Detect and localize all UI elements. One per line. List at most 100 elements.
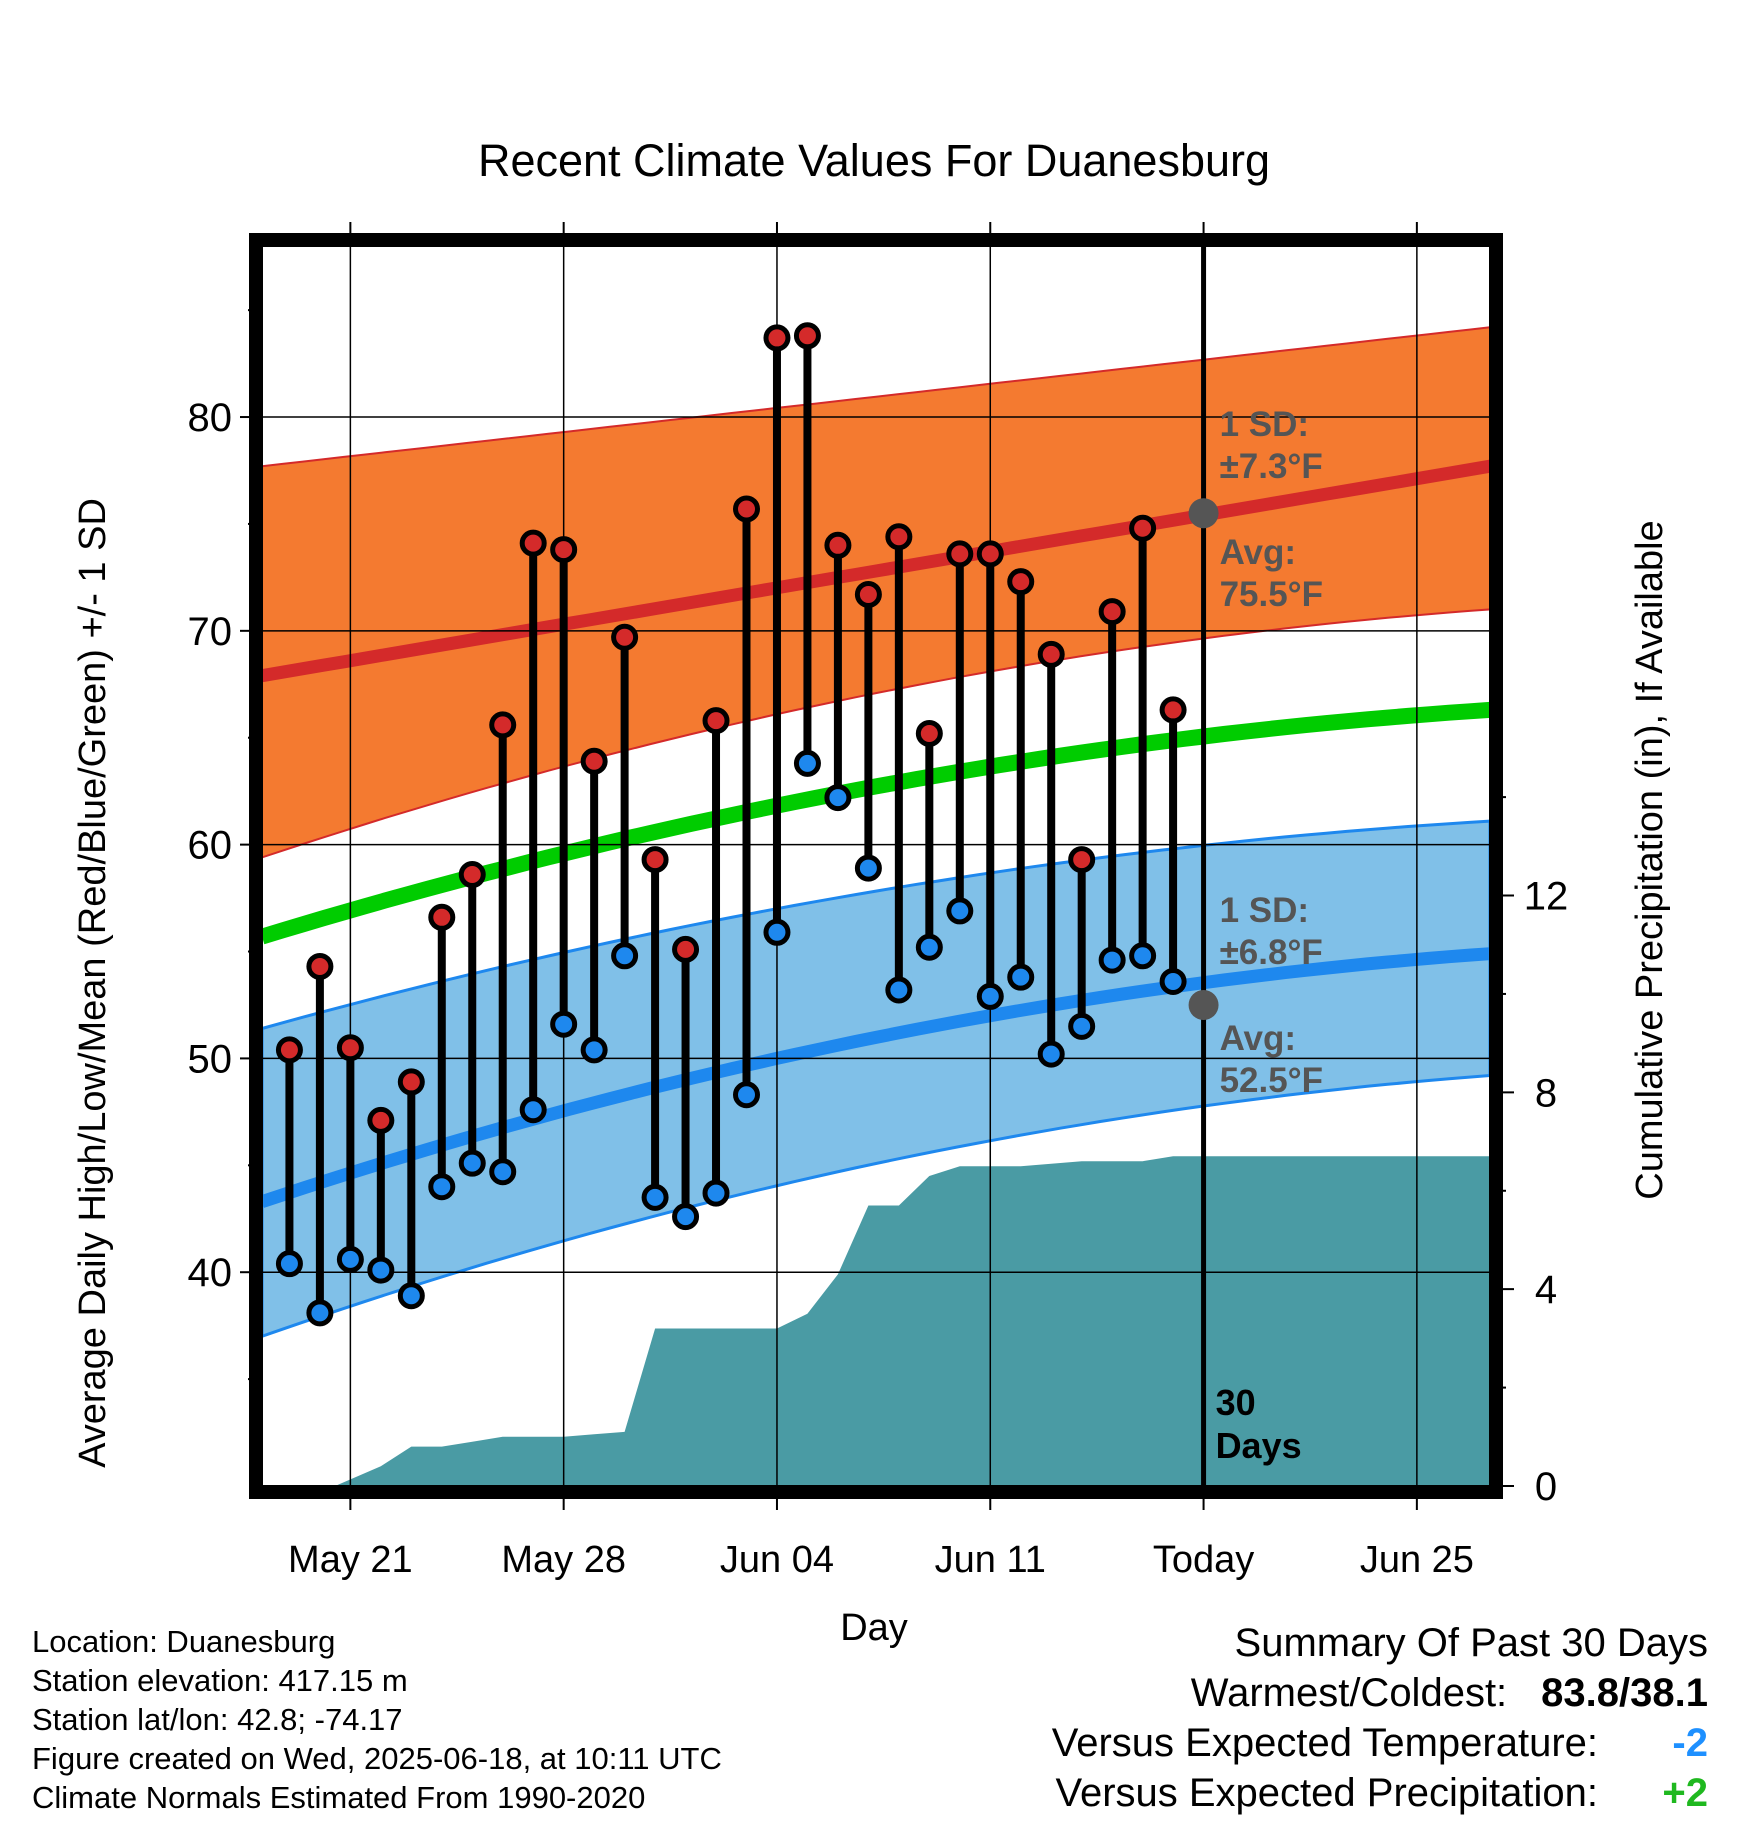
y-tick-label: 80 [188,396,233,440]
low-point [611,942,639,970]
x-tick-label: Today [1153,1539,1254,1581]
chart-title: Recent Climate Values For Duanesburg [478,135,1270,186]
high-point [672,935,700,963]
low-point [458,1149,486,1177]
elevation-text: Station elevation: 417.15 m [32,1663,408,1698]
summary-panel: Summary Of Past 30 Days Warmest/Coldest:… [1052,1618,1708,1818]
high-point [580,747,608,775]
low-average-line [259,947,1491,1208]
high-avg-label: Avg: [1220,533,1296,572]
today-low-average-marker [1188,989,1219,1020]
high-point [1159,696,1187,724]
high-point [458,861,486,889]
y2-tick-label: 12 [1524,875,1569,919]
low-point [336,1245,364,1273]
low-point [489,1158,517,1186]
created-text: Figure created on Wed, 2025-06-18, at 10… [32,1741,722,1776]
high-point [946,540,974,568]
low-point [428,1173,456,1201]
low-point [641,1183,669,1211]
y-axis-label: Average Daily High/Low/Mean (Red/Blue/Gr… [72,498,114,1468]
x-tick-label: Jun 11 [935,1539,1046,1581]
high-point [854,580,882,608]
low-point [702,1179,730,1207]
high-point [611,623,639,651]
low-point [854,854,882,882]
low-point [1129,942,1157,970]
y2-axis-label: Cumulative Precipitation (in), If Availa… [1629,520,1671,1199]
low-point [946,897,974,925]
y2-tick-label: 8 [1535,1071,1557,1115]
high-point [976,540,1004,568]
low-point [915,933,943,961]
low-point [793,749,821,777]
high-point [1037,640,1065,668]
high-point [793,322,821,350]
low-point [580,1036,608,1064]
x-tick-label: May 28 [501,1539,626,1581]
y-tick-label: 70 [188,610,233,654]
low-point [763,918,791,946]
summary-precip: Versus Expected Precipitation: +2 [1052,1768,1708,1818]
low-point [1037,1040,1065,1068]
y-tick-label: 60 [188,824,233,868]
plot-frame [249,233,1503,1499]
low-point [672,1203,700,1231]
high-point [1129,514,1157,542]
location-text: Location: Duanesburg [32,1624,336,1659]
high-point [550,536,578,564]
days-window-text: Days [1216,1425,1302,1466]
high-point [489,711,517,739]
y2-tick-label: 4 [1535,1268,1557,1312]
days-window-number: 30 [1216,1382,1256,1423]
high-point [275,1036,303,1064]
low-point [885,976,913,1004]
y-tick-label: 40 [188,1251,233,1295]
today-high-average-marker [1188,498,1219,529]
temp-vs-expected-label: Versus Expected Temperature: [1051,1721,1598,1765]
high-average-line [260,459,1492,683]
summary-temp: Versus Expected Temperature: -2 [1052,1718,1708,1768]
high-point [1068,846,1096,874]
latlon-text: Station lat/lon: 42.8; -74.17 [32,1702,403,1737]
low-sd-value: ±6.8°F [1220,933,1323,972]
high-point [1098,598,1126,626]
low-avg-value: 52.5°F [1220,1061,1324,1100]
x-axis-label: Day [840,1607,908,1649]
low-avg-label: Avg: [1220,1019,1296,1058]
high-point [732,495,760,523]
low-point [976,982,1004,1010]
high-point [1007,568,1035,596]
high-point [702,707,730,735]
low-point [306,1299,334,1327]
precip-vs-expected-value: +2 [1662,1771,1708,1815]
low-point [519,1096,547,1124]
low-point [397,1282,425,1310]
x-tick-label: May 21 [288,1539,413,1581]
low-point [1159,967,1187,995]
low-point [1007,963,1035,991]
high-point [397,1068,425,1096]
low-point [367,1256,395,1284]
temp-vs-expected-value: -2 [1672,1721,1708,1765]
warm-cold-label: Warmest/Coldest: [1190,1671,1508,1715]
high-point [641,846,669,874]
low-point [1098,946,1126,974]
high-point [763,324,791,352]
summary-title: Summary Of Past 30 Days [1234,1621,1708,1665]
summary-warm-cold: Warmest/Coldest: 83.8/38.1 [1052,1668,1708,1718]
high-point [428,903,456,931]
station-info: Location: Duanesburg Station elevation: … [32,1622,722,1817]
high-point [915,719,943,747]
low-sd-label: 1 SD: [1220,891,1309,930]
x-tick-label: Jun 25 [1360,1539,1474,1581]
high-sd-value: ±7.3°F [1220,447,1323,486]
precip-vs-expected-label: Versus Expected Precipitation: [1055,1771,1598,1815]
low-point [732,1081,760,1109]
warm-cold-value: 83.8/38.1 [1541,1671,1708,1715]
y2-tick-label: 0 [1535,1465,1557,1509]
high-point [336,1034,364,1062]
low-point [1068,1012,1096,1040]
